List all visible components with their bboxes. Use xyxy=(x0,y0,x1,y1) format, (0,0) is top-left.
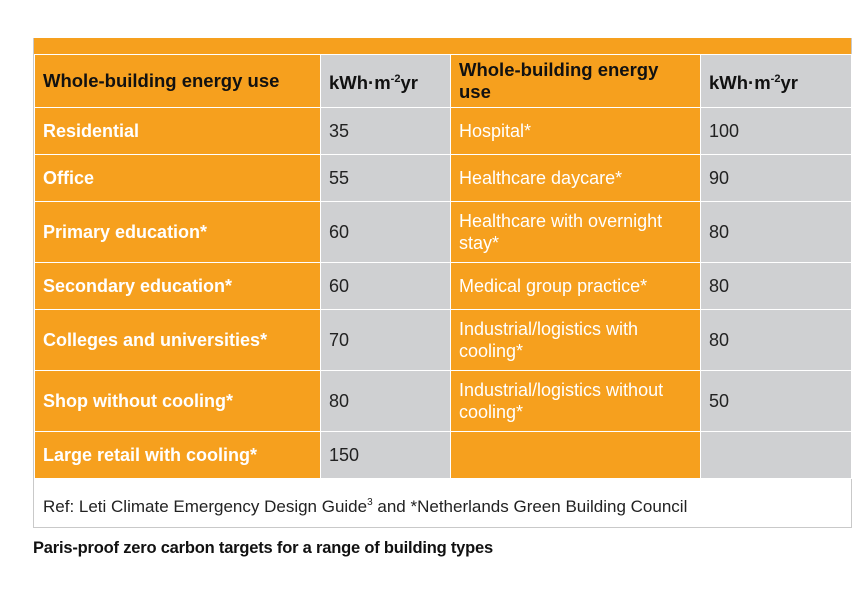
left-building-type: Shop without cooling* xyxy=(34,370,321,432)
left-energy-value: 70 xyxy=(320,309,451,371)
right-energy-value: 80 xyxy=(700,201,852,263)
table-row: Office 55 Healthcare daycare* 90 xyxy=(34,154,852,202)
right-energy-value: 100 xyxy=(700,107,852,155)
right-energy-value: 50 xyxy=(700,370,852,432)
header-building-type-right: Whole-building energy use xyxy=(450,54,701,108)
left-energy-value: 60 xyxy=(320,262,451,310)
right-building-type xyxy=(450,431,701,479)
left-building-type: Residential xyxy=(34,107,321,155)
left-building-type: Office xyxy=(34,154,321,202)
left-energy-value: 55 xyxy=(320,154,451,202)
left-building-type: Large retail with cooling* xyxy=(34,431,321,479)
left-building-type: Colleges and universities* xyxy=(34,309,321,371)
figure-caption: Paris-proof zero carbon targets for a ra… xyxy=(33,539,493,557)
left-energy-value: 80 xyxy=(320,370,451,432)
right-energy-value: 80 xyxy=(700,309,852,371)
right-energy-value: 90 xyxy=(700,154,852,202)
table-header-row: Whole-building energy use kWh·m-2yr Whol… xyxy=(34,54,852,108)
left-building-type: Secondary education* xyxy=(34,262,321,310)
reference-note: Ref: Leti Climate Emergency Design Guide… xyxy=(34,479,851,527)
header-unit-left: kWh·m-2yr xyxy=(320,54,451,108)
table-row: Residential 35 Hospital* 100 xyxy=(34,107,852,155)
header-unit-right: kWh·m-2yr xyxy=(700,54,852,108)
left-energy-value: 60 xyxy=(320,201,451,263)
left-building-type: Primary education* xyxy=(34,201,321,263)
right-energy-value xyxy=(700,431,852,479)
left-energy-value: 35 xyxy=(320,107,451,155)
table-row: Primary education* 60 Healthcare with ov… xyxy=(34,201,852,263)
right-building-type: Medical group practice* xyxy=(450,262,701,310)
right-building-type: Industrial/logistics without cooling* xyxy=(450,370,701,432)
energy-table-frame: Whole-building energy use kWh·m-2yr Whol… xyxy=(33,38,852,528)
table-row: Large retail with cooling* 150 xyxy=(34,431,852,479)
table-row: Shop without cooling* 80 Industrial/logi… xyxy=(34,370,852,432)
left-energy-value: 150 xyxy=(320,431,451,479)
right-energy-value: 80 xyxy=(700,262,852,310)
table-row: Colleges and universities* 70 Industrial… xyxy=(34,309,852,371)
right-building-type: Hospital* xyxy=(450,107,701,155)
right-building-type: Healthcare daycare* xyxy=(450,154,701,202)
table-top-bar xyxy=(34,38,851,54)
energy-targets-table: Whole-building energy use kWh·m-2yr Whol… xyxy=(34,54,852,479)
right-building-type: Healthcare with overnight stay* xyxy=(450,201,701,263)
right-building-type: Industrial/logistics with cooling* xyxy=(450,309,701,371)
header-building-type-left: Whole-building energy use xyxy=(34,54,321,108)
table-row: Secondary education* 60 Medical group pr… xyxy=(34,262,852,310)
